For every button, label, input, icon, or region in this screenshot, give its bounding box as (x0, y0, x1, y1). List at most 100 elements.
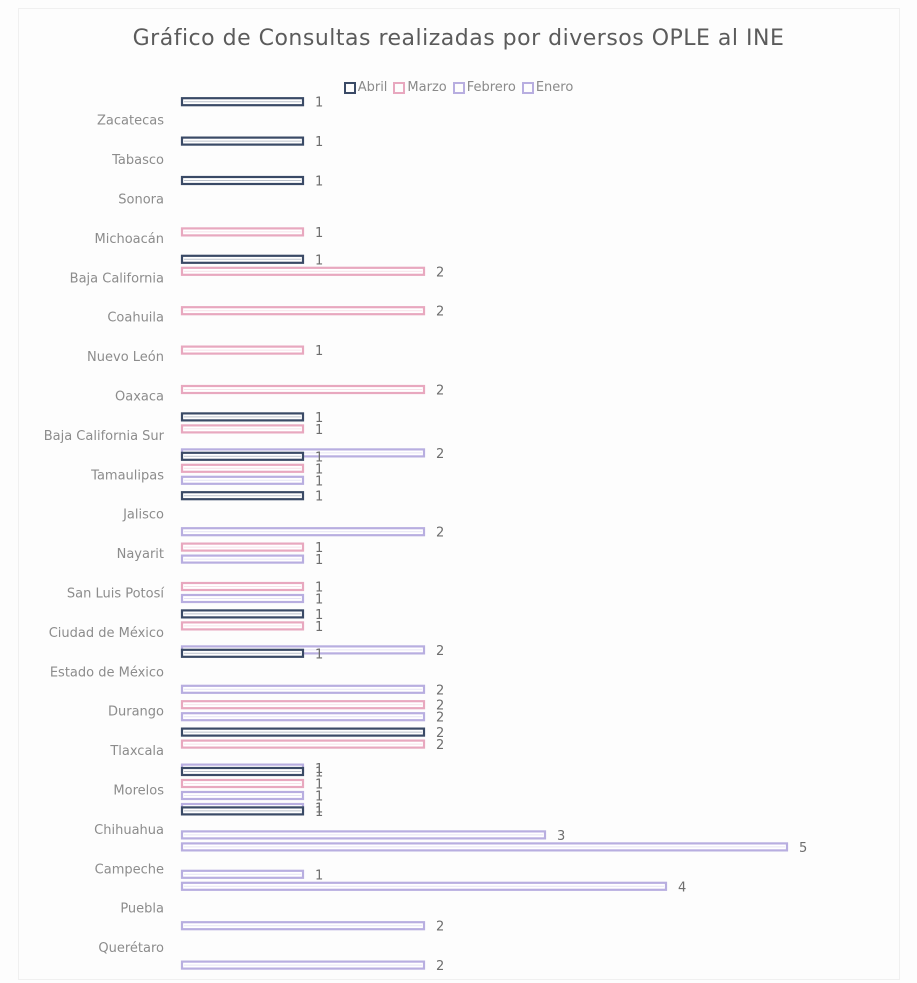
bar (180, 227, 305, 237)
bar (180, 542, 305, 552)
legend-swatch (521, 81, 534, 94)
data-label: 1 (315, 778, 323, 793)
data-label: 1 (315, 462, 323, 477)
bar (180, 842, 789, 852)
category-label: Michoacán (95, 232, 165, 247)
legend-swatch (343, 81, 356, 94)
bar (180, 960, 426, 970)
data-label: 4 (678, 880, 686, 895)
legend-item-2: Febrero (452, 80, 516, 95)
category-label: Nuevo León (87, 350, 164, 365)
bar (180, 424, 305, 434)
data-label: 1 (315, 647, 323, 662)
bar (180, 97, 305, 107)
data-label: 1 (315, 620, 323, 635)
bar (180, 306, 426, 316)
data-label: 1 (315, 175, 323, 190)
data-label: 1 (315, 766, 323, 781)
category-label: Coahuila (107, 311, 164, 326)
bar (180, 384, 426, 395)
data-label: 2 (436, 959, 444, 974)
data-label: 1 (315, 762, 323, 777)
bar (180, 921, 426, 931)
legend-label: Enero (535, 80, 574, 95)
legend-item-3: Enero (521, 80, 574, 95)
data-label: 2 (436, 683, 444, 698)
legend-label: Abril (357, 80, 388, 95)
bar (180, 345, 305, 355)
bar (180, 806, 305, 816)
bar (180, 648, 305, 658)
category-label: Estado de México (50, 665, 164, 680)
chart-frame (18, 8, 900, 980)
bar (180, 593, 305, 604)
bar (180, 712, 426, 722)
category-label: Sonora (118, 193, 164, 208)
bar (180, 412, 305, 422)
bar (180, 830, 547, 840)
category-label: Chihuahua (94, 823, 164, 838)
bar (180, 266, 426, 276)
bar (180, 451, 305, 461)
data-label: 1 (315, 344, 323, 359)
bar (180, 609, 305, 619)
data-label: 2 (436, 384, 444, 399)
category-label: Nayarit (117, 547, 164, 562)
bar (180, 739, 426, 749)
data-label: 1 (315, 608, 323, 623)
category-label: Zacatecas (97, 114, 164, 129)
bar (180, 581, 305, 592)
data-label: 2 (436, 265, 444, 280)
category-label: Oaxaca (115, 390, 164, 405)
bar (180, 254, 305, 264)
data-label: 1 (315, 474, 323, 489)
legend-swatch (393, 81, 406, 94)
data-label: 1 (315, 411, 323, 426)
bar (180, 881, 668, 891)
data-label: 1 (315, 253, 323, 268)
legend-swatch (452, 81, 465, 94)
chart-legend: Abril Marzo Febrero Enero (0, 80, 917, 98)
data-label: 1 (315, 135, 323, 150)
category-label: Baja California Sur (44, 429, 165, 444)
bar (180, 684, 426, 694)
data-label: 1 (315, 593, 323, 608)
data-label: 1 (315, 450, 323, 465)
bar (180, 463, 305, 473)
category-label: Tlaxcala (109, 744, 164, 759)
data-label: 1 (315, 790, 323, 805)
category-label: Campeche (95, 862, 164, 877)
data-label: 2 (436, 526, 444, 541)
category-label: Puebla (120, 902, 164, 917)
data-label: 1 (315, 868, 323, 883)
category-label: Tamaulipas (90, 468, 164, 483)
data-label: 2 (436, 920, 444, 935)
data-label: 1 (315, 553, 323, 568)
bar (180, 790, 305, 801)
data-label: 1 (315, 96, 323, 111)
legend-label: Febrero (466, 80, 516, 95)
data-label: 2 (436, 305, 444, 320)
bar (180, 869, 305, 879)
data-label: 1 (315, 541, 323, 556)
data-label: 3 (557, 829, 565, 844)
legend-label: Marzo (407, 80, 447, 95)
category-label: Jalisco (122, 508, 164, 523)
bar (180, 778, 305, 789)
category-label: Durango (108, 705, 164, 720)
bar (180, 136, 305, 146)
bar (180, 621, 305, 631)
data-label: 1 (315, 581, 323, 596)
bar (180, 554, 305, 564)
bar (180, 700, 426, 710)
data-label: 1 (315, 802, 323, 817)
legend-item-0: Abril (343, 80, 388, 95)
legend-item-1: Marzo (393, 80, 447, 95)
bar (180, 175, 305, 186)
data-label: 2 (436, 738, 444, 753)
data-label: 2 (436, 726, 444, 741)
bar (180, 527, 426, 537)
bar (180, 491, 305, 501)
